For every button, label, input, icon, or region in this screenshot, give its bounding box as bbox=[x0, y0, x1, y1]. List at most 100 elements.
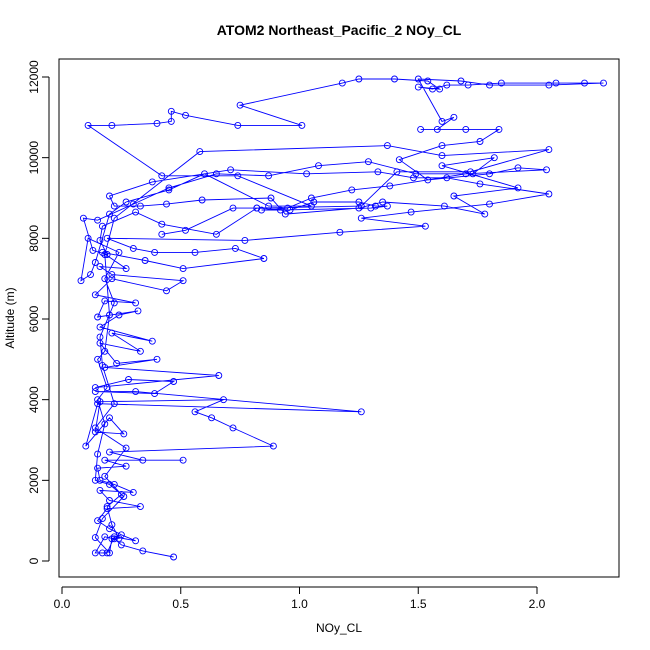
data-point bbox=[106, 414, 113, 422]
data-point bbox=[395, 156, 403, 164]
data-point bbox=[101, 275, 109, 283]
data-point bbox=[227, 166, 235, 174]
data-point bbox=[108, 271, 116, 279]
data-point bbox=[101, 472, 109, 480]
data-point bbox=[101, 533, 109, 541]
x-axis: 0.0 0.5 1.0 1.5 2.0 bbox=[54, 586, 546, 611]
data-point bbox=[84, 234, 92, 242]
data-point bbox=[106, 448, 113, 456]
data-point bbox=[269, 442, 277, 450]
data-point bbox=[110, 202, 118, 210]
data-point bbox=[125, 376, 132, 383]
data-point bbox=[367, 204, 375, 212]
data-point bbox=[236, 101, 244, 109]
data-point bbox=[77, 277, 85, 285]
series-line bbox=[80, 78, 604, 558]
data-point bbox=[129, 200, 137, 208]
data-point bbox=[443, 174, 451, 182]
data-point bbox=[443, 81, 451, 89]
x-tick-label: 2.0 bbox=[529, 597, 546, 611]
data-point bbox=[139, 456, 147, 464]
data-point bbox=[165, 186, 173, 194]
data-point bbox=[450, 192, 458, 200]
data-point bbox=[103, 384, 111, 392]
data-point bbox=[421, 222, 429, 230]
data-point bbox=[167, 117, 175, 125]
data-point bbox=[179, 456, 187, 464]
data-point bbox=[433, 125, 441, 133]
data-point bbox=[234, 121, 242, 129]
data-point bbox=[132, 537, 140, 545]
x-tick-label: 0.0 bbox=[54, 597, 71, 611]
data-point bbox=[98, 515, 106, 523]
data-point bbox=[438, 162, 446, 170]
y-axis-label: Altitude (m) bbox=[3, 287, 17, 348]
data-point bbox=[307, 194, 315, 202]
data-point bbox=[258, 206, 265, 214]
data-point bbox=[101, 420, 109, 428]
data-point bbox=[383, 142, 391, 150]
data-point bbox=[108, 121, 116, 129]
data-point bbox=[234, 172, 242, 180]
data-point bbox=[115, 248, 123, 256]
x-tick-label: 0.5 bbox=[172, 597, 189, 611]
data-point bbox=[84, 121, 92, 129]
data-point bbox=[96, 263, 104, 271]
data-point bbox=[191, 248, 199, 256]
data-point bbox=[220, 396, 227, 404]
data-point bbox=[115, 534, 123, 542]
data-point bbox=[374, 168, 382, 176]
data-point bbox=[357, 408, 365, 416]
data-point bbox=[364, 158, 372, 166]
data-point bbox=[91, 534, 99, 542]
data-point bbox=[486, 81, 493, 89]
data-point bbox=[410, 174, 417, 182]
data-point bbox=[106, 311, 113, 319]
data-point bbox=[136, 503, 144, 511]
data-point bbox=[122, 444, 130, 452]
data-point bbox=[196, 148, 204, 156]
data-point bbox=[91, 549, 99, 557]
data-point bbox=[514, 164, 522, 172]
data-point bbox=[103, 234, 111, 242]
data-point bbox=[79, 214, 87, 222]
data-point bbox=[476, 138, 484, 145]
data-point bbox=[153, 119, 161, 127]
data-point bbox=[139, 547, 147, 555]
data-point bbox=[310, 198, 318, 206]
data-point bbox=[106, 480, 113, 488]
data-point bbox=[106, 192, 113, 200]
data-point bbox=[229, 424, 237, 432]
data-point bbox=[600, 79, 607, 87]
data-point bbox=[182, 226, 189, 234]
data-point bbox=[91, 384, 99, 392]
data-point bbox=[96, 486, 104, 494]
data-point bbox=[163, 200, 170, 208]
data-point bbox=[89, 246, 97, 254]
data-point bbox=[412, 170, 420, 178]
data-point bbox=[98, 222, 106, 230]
data-point bbox=[136, 202, 144, 210]
data-point bbox=[108, 521, 116, 529]
data-point bbox=[91, 259, 99, 266]
data-point bbox=[438, 142, 446, 150]
data-point bbox=[336, 228, 344, 236]
data-point bbox=[179, 265, 187, 273]
data-point bbox=[134, 307, 142, 315]
data-point bbox=[94, 400, 102, 408]
y-axis: 0 2000 4000 6000 8000 10000 12000 bbox=[27, 60, 50, 564]
data-point bbox=[94, 396, 102, 404]
data-point bbox=[386, 182, 394, 190]
data-point bbox=[106, 497, 113, 504]
y-tick-label: 10000 bbox=[27, 141, 41, 175]
data-point bbox=[486, 200, 493, 208]
data-point bbox=[253, 204, 261, 212]
data-point bbox=[101, 363, 109, 371]
data-point bbox=[469, 170, 477, 178]
data-point bbox=[414, 83, 422, 91]
x-axis-label: NOy_CL bbox=[316, 621, 362, 635]
data-point bbox=[357, 214, 365, 222]
data-point bbox=[110, 533, 118, 541]
data-point bbox=[393, 168, 401, 176]
data-point bbox=[106, 210, 113, 218]
